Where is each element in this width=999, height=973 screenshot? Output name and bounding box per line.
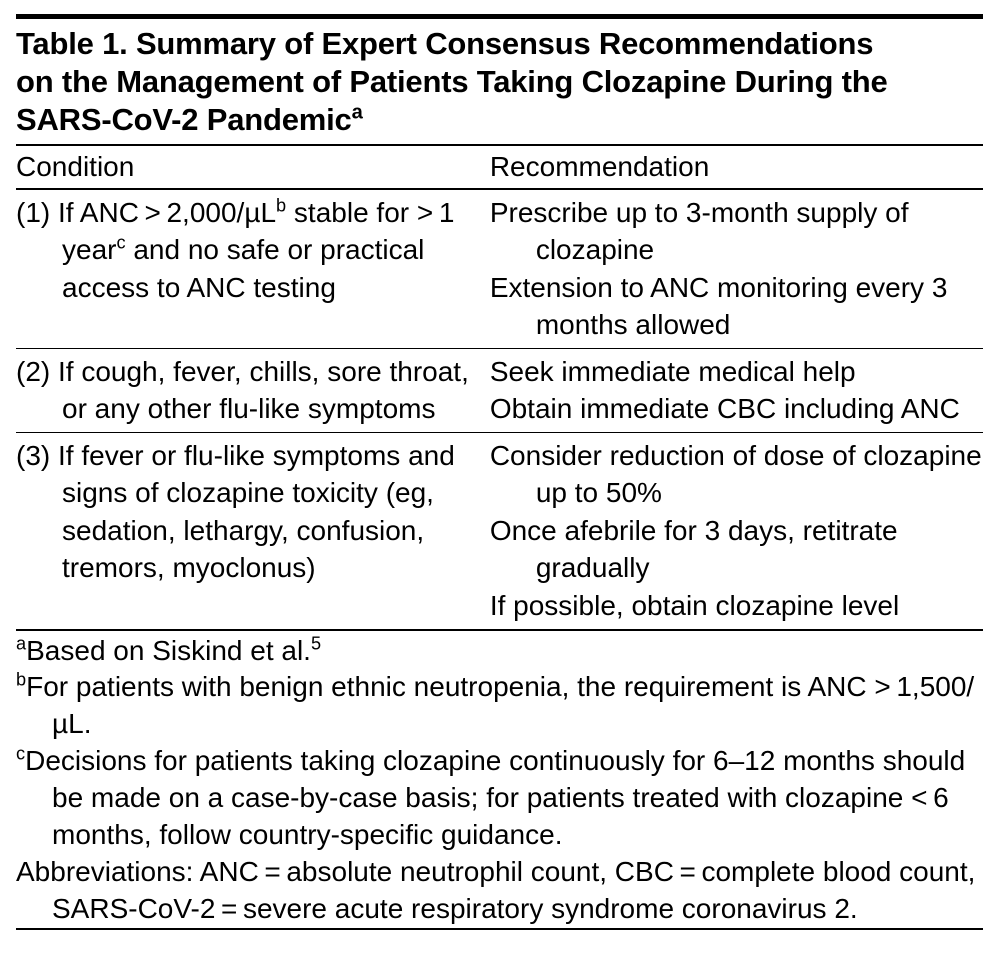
recommendation-item: If possible, obtain clozapine level	[490, 587, 983, 625]
recommendation-item: Extension to ANC monitoring every 3 mont…	[490, 269, 983, 344]
footnote-c: cDecisions for patients taking clozapine…	[16, 743, 983, 854]
title-superscript-a: a	[352, 101, 363, 123]
table-header-row: Condition Recommendation	[16, 146, 983, 187]
title-line-3-prefix: SARS-CoV-2 Pandemic	[16, 102, 352, 137]
footnotes: aBased on Siskind et al.5 bFor patients …	[16, 631, 983, 929]
rule-bottom	[16, 928, 983, 930]
recommendation-item: Seek immediate medical help	[490, 353, 983, 391]
table-container: Table 1. Summary of Expert Consensus Rec…	[0, 0, 999, 940]
footnote-b: bFor patients with benign ethnic neutrop…	[16, 669, 983, 743]
header-condition: Condition	[16, 149, 490, 185]
footnote-abbreviations: Abbreviations: ANC = absolute neutrophil…	[16, 854, 983, 928]
table-row: (2) If cough, fever, chills, sore throat…	[16, 349, 983, 432]
title-line-2: on the Management of Patients Taking Clo…	[16, 64, 888, 99]
title-line-1: Table 1. Summary of Expert Consensus Rec…	[16, 26, 873, 61]
recommendation-item: Prescribe up to 3-month supply of clozap…	[490, 194, 983, 269]
table-row: (3) If fever or flu-like symptoms and si…	[16, 433, 983, 629]
table-title: Table 1. Summary of Expert Consensus Rec…	[16, 19, 983, 144]
recommendation-cell: Consider reduction of dose of clozapine …	[490, 437, 983, 625]
recommendation-item: Obtain immediate CBC including ANC	[490, 390, 983, 428]
condition-cell: (3) If fever or flu-like symptoms and si…	[16, 437, 490, 625]
recommendation-cell: Seek immediate medical help Obtain immed…	[490, 353, 983, 428]
table-row: (1) If ANC > 2,000/µLb stable for > 1 ye…	[16, 190, 983, 348]
header-recommendation: Recommendation	[490, 149, 983, 185]
condition-cell: (2) If cough, fever, chills, sore throat…	[16, 353, 490, 428]
condition-cell: (1) If ANC > 2,000/µLb stable for > 1 ye…	[16, 194, 490, 344]
footnote-a: aBased on Siskind et al.5	[16, 633, 983, 670]
recommendation-cell: Prescribe up to 3-month supply of clozap…	[490, 194, 983, 344]
recommendation-item: Once afebrile for 3 days, retitrate grad…	[490, 512, 983, 587]
recommendation-item: Consider reduction of dose of clozapine …	[490, 437, 983, 512]
